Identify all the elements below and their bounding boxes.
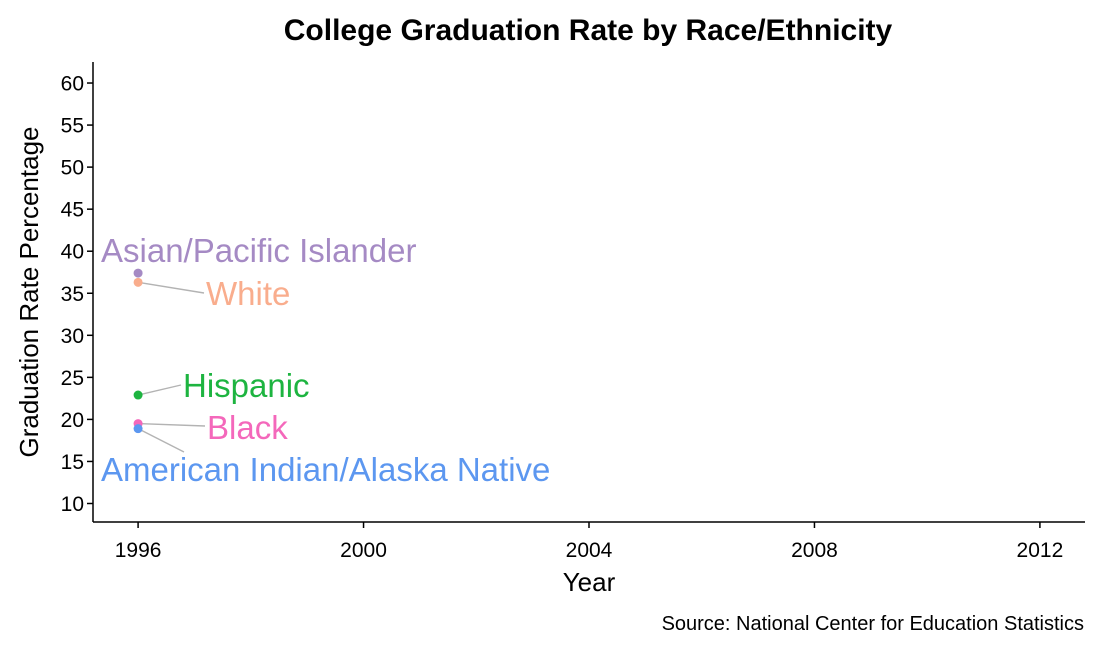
y-ticks: 10 15 20 25 30 35 40 45 50 55 60	[61, 73, 93, 516]
data-points	[133, 268, 143, 434]
series-label: White	[206, 275, 290, 312]
y-tick-label: 35	[61, 283, 84, 306]
y-tick-label: 10	[61, 493, 84, 516]
leader-line	[137, 428, 185, 453]
y-tick-label: 25	[61, 367, 84, 390]
leader-line	[138, 422, 206, 427]
leader-line	[137, 281, 205, 294]
series-label: Black	[207, 409, 288, 446]
x-axis-title: Year	[563, 567, 616, 597]
series-label: Hispanic	[183, 367, 310, 404]
data-point	[133, 277, 143, 287]
y-tick-label: 45	[61, 199, 84, 222]
y-tick-label: 55	[61, 115, 84, 138]
chart-title: College Graduation Rate by Race/Ethnicit…	[284, 14, 893, 47]
x-tick-label: 2000	[340, 539, 387, 562]
y-tick-label: 50	[61, 157, 84, 180]
data-point	[133, 268, 143, 278]
data-point	[133, 390, 143, 400]
x-tick-label: 1996	[115, 539, 162, 562]
y-axis-title: Graduation Rate Percentage	[14, 127, 44, 458]
series-label: Asian/Pacific Islander	[101, 232, 416, 269]
x-tick-label: 2004	[566, 539, 613, 562]
x-tick-label: 2012	[1017, 539, 1064, 562]
source-caption: Source: National Center for Education St…	[662, 613, 1084, 635]
y-tick-label: 20	[61, 409, 84, 432]
series-labels: Asian/Pacific Islander White Hispanic Black…	[101, 232, 550, 488]
x-tick-label: 2008	[791, 539, 838, 562]
x-ticks: 1996 2000 2004 2008 2012	[115, 522, 1064, 562]
y-tick-label: 30	[61, 325, 84, 348]
data-point	[133, 424, 143, 434]
y-tick-label: 60	[61, 73, 84, 96]
axes: 10 15 20 25 30 35 40 45 50 55 60 1996 2000 2004 2008 2…	[61, 62, 1085, 562]
leader-line	[137, 384, 182, 396]
label-leader-lines	[137, 281, 206, 453]
y-tick-label: 40	[61, 241, 84, 264]
series-label: American Indian/Alaska Native	[101, 451, 550, 488]
y-tick-label: 15	[61, 451, 84, 474]
